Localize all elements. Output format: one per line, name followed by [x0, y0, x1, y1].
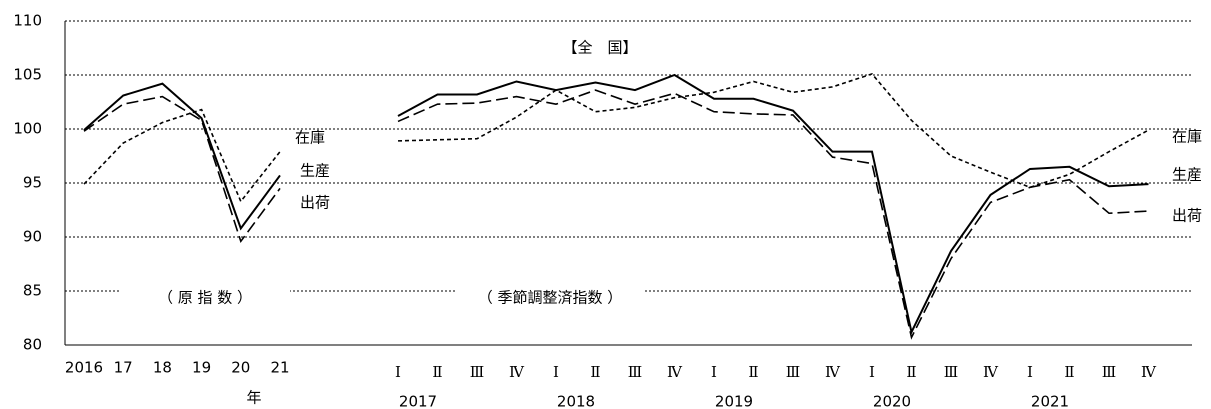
- x-tick-label: Ⅱ: [590, 363, 600, 381]
- x-axis-label: 年: [246, 389, 261, 407]
- series-label: 出荷: [300, 194, 330, 212]
- y-tick-label: 100: [13, 120, 42, 138]
- x-tick-label: Ⅳ: [825, 363, 841, 381]
- x-tick-label: Ⅰ: [1027, 363, 1033, 381]
- year-label: 2018: [557, 393, 595, 409]
- year-label: 2019: [715, 393, 753, 409]
- x-tick-label: Ⅲ: [628, 363, 642, 381]
- x-tick-label: Ⅳ: [667, 363, 683, 381]
- annotation: （ 原 指 数 ）: [158, 289, 252, 307]
- x-tick-label: Ⅰ: [395, 363, 401, 381]
- x-tick-label: Ⅱ: [748, 363, 758, 381]
- y-tick-label: 80: [23, 336, 42, 354]
- x-tick-label: Ⅰ: [553, 363, 559, 381]
- series-label: 在庫: [1172, 128, 1202, 146]
- annotation: （ 季節調整済指数 ）: [478, 289, 623, 307]
- series-line: [397, 72, 1149, 189]
- x-tick-label: Ⅰ: [869, 363, 875, 381]
- year-label: 2021: [1031, 393, 1069, 409]
- x-tick-label: 17: [114, 359, 133, 377]
- y-tick-label: 85: [23, 282, 42, 300]
- year-label: 2017: [399, 393, 437, 409]
- y-tick-label: 105: [13, 66, 42, 84]
- series-line: [83, 82, 281, 231]
- x-tick-label: Ⅳ: [509, 363, 525, 381]
- series-label: 生産: [300, 162, 330, 180]
- label-bg: [455, 288, 645, 308]
- x-tick-label: Ⅲ: [1102, 363, 1116, 381]
- x-tick-label: 21: [270, 359, 289, 377]
- series-label: 生産: [1172, 166, 1202, 184]
- series-line: [83, 108, 281, 203]
- series-label: 在庫: [295, 129, 325, 147]
- series-line: [397, 73, 1149, 336]
- x-tick-label: Ⅲ: [786, 363, 800, 381]
- label-bg: [120, 288, 290, 308]
- y-tick-label: 110: [13, 12, 42, 30]
- y-tick-label: 90: [23, 228, 42, 246]
- x-tick-label: 19: [192, 359, 211, 377]
- chart-title: 【全 国】: [562, 39, 637, 57]
- x-tick-label: Ⅲ: [944, 363, 958, 381]
- x-tick-label: Ⅱ: [1064, 363, 1074, 381]
- x-tick-label: Ⅱ: [906, 363, 916, 381]
- year-label: 2020: [873, 393, 911, 409]
- y-tick-label: 95: [23, 174, 42, 192]
- x-tick-label: Ⅲ: [470, 363, 484, 381]
- x-tick-label: 18: [153, 359, 172, 377]
- series-label: 出荷: [1172, 207, 1202, 225]
- series-line: [83, 95, 281, 244]
- x-tick-label: Ⅰ: [711, 363, 717, 381]
- x-tick-label: 2016: [65, 359, 103, 377]
- x-tick-label: Ⅳ: [1141, 363, 1157, 381]
- x-tick-label: Ⅳ: [983, 363, 999, 381]
- x-tick-label: 20: [231, 359, 250, 377]
- series-line: [397, 89, 1149, 340]
- x-tick-label: Ⅱ: [432, 363, 442, 381]
